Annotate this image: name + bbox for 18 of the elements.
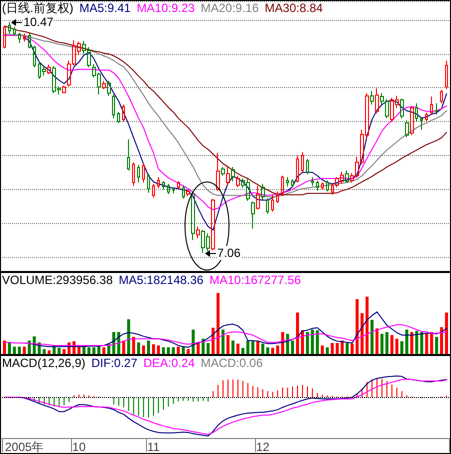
x-tick-label: 2005年: [5, 440, 44, 454]
text: DIF:0.27: [91, 356, 138, 370]
annotation: 10.47: [23, 15, 54, 29]
x-tick-label: 10: [72, 440, 86, 454]
text: MA20:9.16: [200, 1, 260, 15]
text: MA5:9.41: [79, 1, 132, 15]
text: MA30:8.84: [264, 1, 324, 15]
text: DEA:0.24: [143, 356, 196, 370]
x-tick-label: 11: [147, 440, 160, 454]
text: MA10:9.23: [136, 1, 196, 15]
x-tick-label: 12: [256, 440, 270, 454]
text: MA10:167277.56: [209, 273, 302, 287]
annotation: 7.06: [217, 246, 240, 260]
text: MA5:182148.36: [118, 273, 204, 287]
chart-title: VOLUME:293956.38: [2, 273, 114, 287]
chart-title: MACD(12,26,9): [2, 356, 86, 370]
text: MACD:0.06: [200, 356, 264, 370]
chart-title: (日线.前复权): [2, 1, 74, 15]
